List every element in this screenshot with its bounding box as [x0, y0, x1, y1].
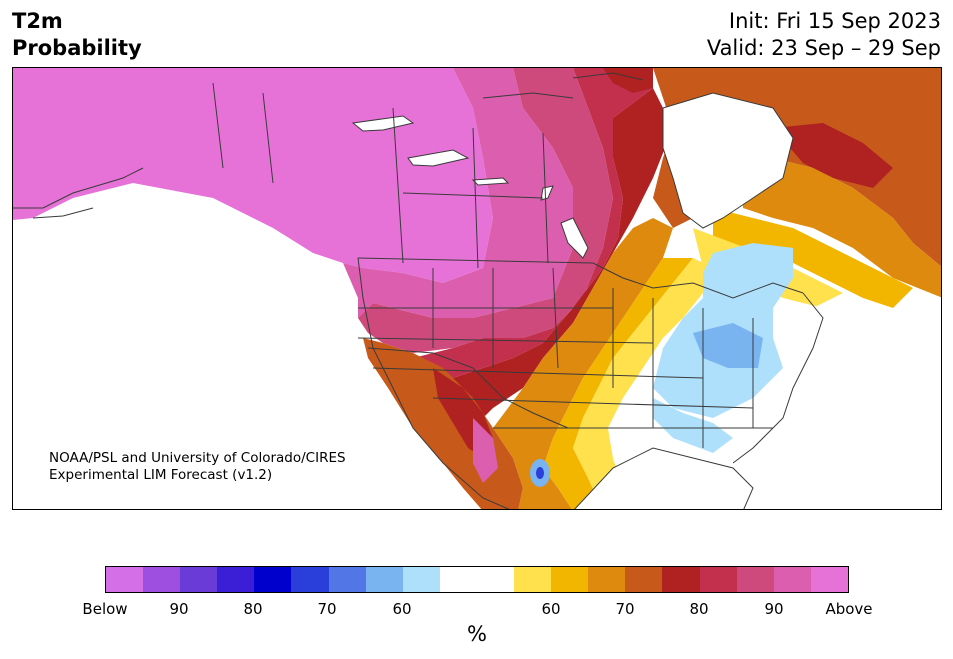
region-appalachia-core — [693, 323, 763, 368]
credit-line-1: NOAA/PSL and University of Colorado/CIRE… — [49, 450, 346, 466]
credit-text: NOAA/PSL and University of Colorado/CIRE… — [49, 450, 346, 484]
map-panel — [12, 67, 942, 510]
credit-line-2: Experimental LIM Forecast (v1.2) — [49, 467, 273, 483]
init-date: Init: Fri 15 Sep 2023 — [728, 9, 941, 33]
colorbar-swatch — [514, 567, 552, 592]
valid-range: Valid: 23 Sep – 29 Sep — [706, 36, 941, 60]
colorbar-swatch — [662, 567, 700, 592]
colorbar-tick-label: Below — [82, 600, 128, 618]
colorbar — [105, 566, 849, 593]
map-title: T2m Probability — [12, 8, 142, 62]
colorbar-swatch — [773, 567, 811, 592]
colorbar-swatch — [625, 567, 663, 592]
colorbar-unit: % — [467, 622, 487, 646]
us-mexico-border — [367, 347, 569, 429]
region-texas-band — [543, 258, 693, 509]
colorbar-swatch — [736, 567, 774, 592]
title-line-2: Probability — [12, 36, 142, 60]
region-southern-plains — [493, 218, 673, 509]
colorbar-tick-label: Above — [825, 600, 873, 618]
region-alaska-canada-west — [13, 68, 493, 283]
hudson-bay — [662, 92, 794, 229]
colorbar-swatch — [217, 567, 255, 592]
colorbar-tick-label: 90 — [764, 600, 784, 618]
map-svg — [13, 68, 941, 509]
colorbar-swatch — [699, 567, 737, 592]
colorbar-swatch — [439, 567, 477, 592]
colorbar-swatch — [365, 567, 403, 592]
region-western-canada — [343, 68, 573, 318]
colorbar-swatch — [291, 567, 329, 592]
region-central-canada — [358, 68, 613, 353]
great-bear-lake — [351, 115, 415, 132]
colorbar-tick-label: 70 — [615, 600, 635, 618]
colorbar-swatch — [588, 567, 626, 592]
colorbar-swatch — [254, 567, 292, 592]
great-slave-lake — [407, 149, 470, 167]
colorbar-swatch — [180, 567, 218, 592]
colorbar-swatch — [810, 567, 848, 592]
colorbar-swatch — [328, 567, 366, 592]
title-line-1: T2m — [12, 9, 63, 33]
forecast-dates: Init: Fri 15 Sep 2023 Valid: 23 Sep – 29… — [707, 8, 941, 62]
region-midwest-fringe — [573, 258, 713, 509]
lake-winnipeg — [560, 217, 589, 259]
colorbar-swatch — [106, 567, 144, 592]
colorbar-tick-label: 70 — [317, 600, 337, 618]
gulf-of-mexico — [574, 447, 754, 509]
colorbar-tick-label: 90 — [169, 600, 189, 618]
colorbar-tick-label: 80 — [243, 600, 263, 618]
colorbar-swatch — [476, 567, 515, 592]
colorbar-swatch — [143, 567, 181, 592]
colorbar-swatch — [402, 567, 440, 592]
colorbar-tick-label: 60 — [541, 600, 561, 618]
colorbar-tick-label: 60 — [392, 600, 412, 618]
colorbar-swatch — [551, 567, 589, 592]
colorbar-tick-label: 80 — [689, 600, 709, 618]
region-hudson-bay — [413, 68, 653, 378]
us-canada-border — [357, 257, 804, 299]
